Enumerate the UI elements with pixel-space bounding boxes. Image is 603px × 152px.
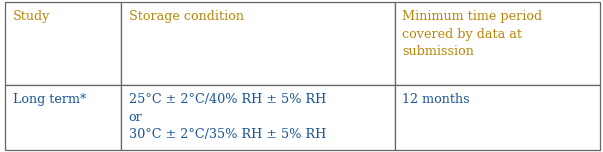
Text: Long term*: Long term* xyxy=(13,93,86,106)
Bar xyxy=(5,2,121,85)
Text: Minimum time period
covered by data at
submission: Minimum time period covered by data at s… xyxy=(402,10,543,58)
Text: 25°C ± 2°C/40% RH ± 5% RH
or
30°C ± 2°C/35% RH ± 5% RH: 25°C ± 2°C/40% RH ± 5% RH or 30°C ± 2°C/… xyxy=(128,93,326,141)
Bar xyxy=(121,85,394,150)
Bar xyxy=(5,85,121,150)
Bar xyxy=(121,2,394,85)
Bar xyxy=(394,85,600,150)
Text: Study: Study xyxy=(13,10,50,23)
Text: Storage condition: Storage condition xyxy=(128,10,244,23)
Bar xyxy=(394,2,600,85)
Text: 12 months: 12 months xyxy=(402,93,470,106)
